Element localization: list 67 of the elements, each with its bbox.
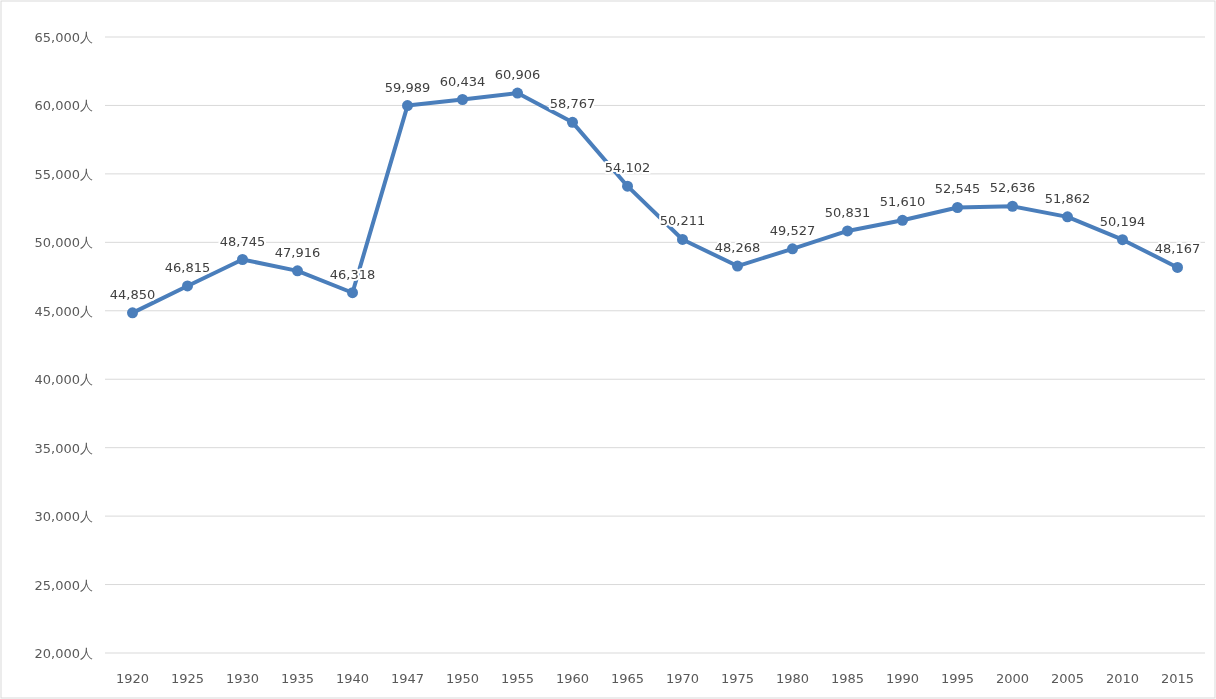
point: [622, 180, 633, 192]
x-tick-label: 1990: [885, 671, 920, 686]
point: [457, 94, 468, 105]
data-label: 51,862: [1044, 190, 1091, 206]
data-label: 47,916: [274, 244, 321, 260]
y-tick-label: 65,000人: [34, 30, 93, 45]
y-tick-label: 25,000人: [34, 577, 93, 593]
x-tick-label: 1955: [500, 671, 535, 686]
x-tick-label: 1975: [720, 671, 755, 686]
y-tick-label: 45,000人: [34, 303, 93, 319]
data-label: 60,434: [439, 73, 486, 89]
data-label: 50,194: [1099, 213, 1146, 229]
x-tick-label: 2000: [995, 671, 1030, 686]
y-tick-label: 60,000人: [34, 98, 93, 114]
x-tick-label: 1920: [115, 671, 150, 686]
point: [402, 100, 413, 112]
y-tick-label: 30,000人: [34, 509, 93, 525]
point: [1172, 261, 1183, 273]
x-tick-label: 1925: [170, 671, 205, 686]
data-label: 48,745: [219, 233, 266, 249]
point: [1117, 234, 1128, 246]
point: [127, 307, 138, 319]
x-tick-label: 1965: [610, 671, 645, 686]
y-tick-label: 50,000人: [34, 235, 93, 251]
point: [1007, 200, 1018, 212]
x-tick-label: 2005: [1050, 671, 1085, 686]
data-label: 52,545: [934, 181, 981, 197]
data-label: 44,850: [109, 286, 156, 302]
x-tick-label: 1947: [390, 671, 425, 686]
x-tick-label: 1960: [555, 671, 590, 686]
x-tick-label: 2010: [1105, 671, 1140, 686]
x-tick-label: 1980: [775, 671, 810, 686]
data-label: 58,767: [549, 96, 596, 112]
x-tick-label: 1930: [225, 671, 260, 686]
x-tick-label: 1970: [665, 671, 700, 686]
point: [512, 87, 523, 99]
data-label: 48,167: [1154, 241, 1201, 257]
data-label: 51,610: [879, 194, 926, 210]
x-tick-label: 1935: [280, 671, 315, 686]
x-tick-label: 2015: [1160, 671, 1195, 686]
data-label: 49,527: [769, 222, 816, 238]
y-tick-label: 55,000人: [34, 166, 93, 182]
point: [347, 287, 358, 299]
point: [182, 280, 193, 292]
y-tick-label: 40,000人: [34, 372, 93, 388]
data-label: 59,989: [384, 79, 431, 95]
data-label: 50,831: [824, 204, 871, 220]
point: [732, 260, 743, 272]
point: [952, 202, 963, 213]
data-label: 52,636: [989, 180, 1036, 196]
point: [787, 243, 798, 255]
point: [677, 233, 688, 245]
y-tick-label: 35,000人: [34, 440, 93, 456]
data-label: 60,906: [494, 67, 541, 83]
point: [237, 254, 248, 266]
x-tick-label: 1985: [830, 671, 865, 686]
data-label: 46,815: [164, 259, 211, 275]
point: [1062, 211, 1073, 223]
point: [567, 116, 578, 128]
point: [897, 214, 908, 226]
data-label: 48,268: [714, 240, 761, 256]
x-tick-label: 1940: [335, 671, 370, 686]
y-tick-label: 20,000人: [34, 646, 93, 661]
point: [842, 225, 853, 237]
x-tick-label: 1950: [445, 671, 480, 686]
point: [292, 265, 303, 277]
x-tick-label: 1995: [940, 671, 975, 686]
